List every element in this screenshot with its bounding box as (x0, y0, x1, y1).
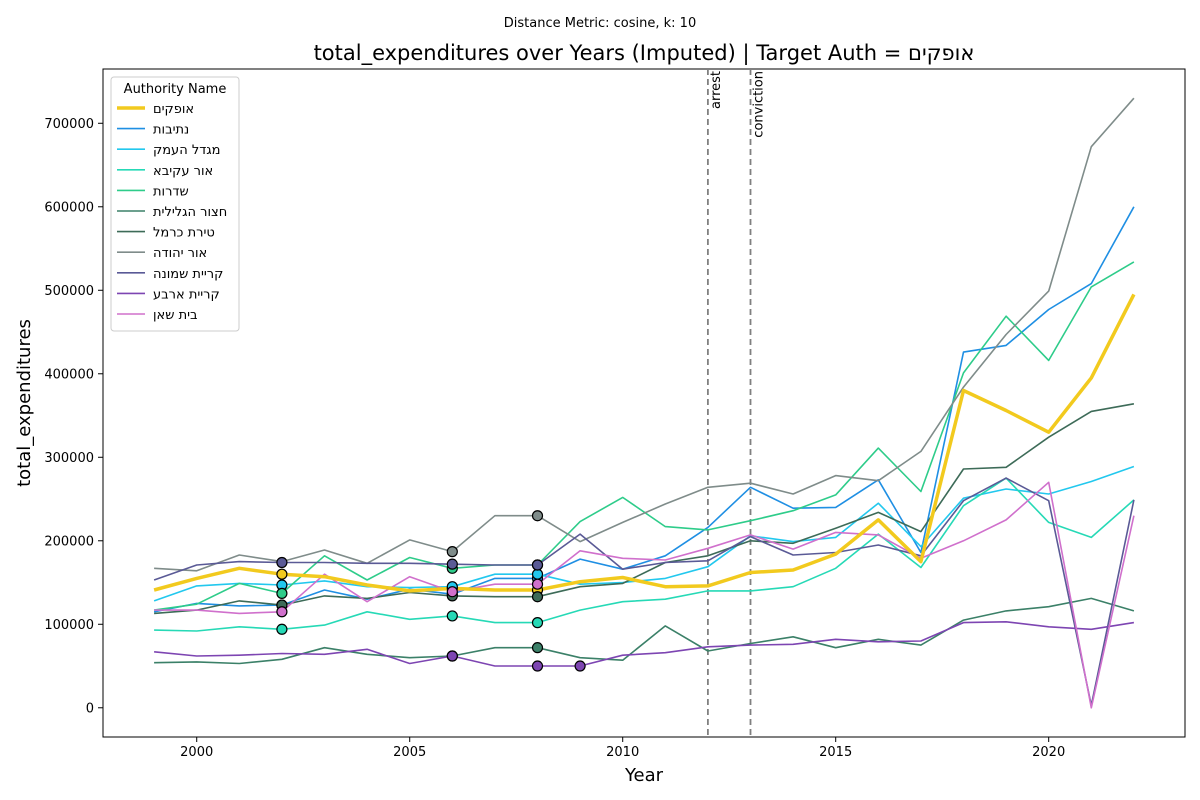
imputed-point-6 (531, 591, 544, 603)
chart-suptitle: Distance Metric: cosine, k: 10 (504, 16, 696, 31)
event-label-conviction: conviction (751, 71, 766, 138)
imputed-point-9 (531, 660, 544, 672)
imputed-point-2 (531, 568, 544, 580)
legend-label: אופקים (153, 102, 194, 117)
y-tick-label: 200000 (44, 534, 94, 549)
series-line-7 (154, 97, 1135, 572)
legend-title: Authority Name (124, 82, 227, 97)
legend-box (110, 76, 240, 332)
imputed-point-5 (531, 642, 544, 654)
imputed-point-7 (446, 546, 458, 558)
series-line-9 (154, 620, 1135, 667)
series-line-10 (154, 481, 1135, 709)
imputed-point-0 (276, 568, 288, 580)
legend: Authority Name אופקים נתיבות מגדל העמק אור … (110, 76, 240, 332)
series-line-8 (153, 477, 1135, 707)
x-axis-title: Year (624, 765, 664, 786)
y-tick-label: 700000 (44, 117, 94, 132)
series-line-1 (153, 206, 1135, 613)
axes-frame (102, 68, 1186, 738)
legend-label: חצור הגלילית (153, 205, 227, 220)
imputed-point-8 (276, 556, 288, 569)
series-line-3 (154, 477, 1135, 632)
y-tick-label: 600000 (44, 200, 94, 215)
x-tick-label: 2020 (1032, 745, 1065, 760)
legend-label: קריית שמונה (153, 267, 223, 282)
chart-title: total_expenditures over Years (Imputed) … (314, 41, 975, 66)
imputed-point-8 (446, 558, 458, 570)
legend-label: אור עקיבא (153, 164, 213, 179)
imputed-point-4 (276, 587, 288, 599)
imputed-point-3 (446, 610, 458, 622)
x-tick-label: 2005 (393, 745, 426, 760)
legend-label: נתיבות (153, 123, 189, 138)
imputed-point-9 (574, 660, 586, 672)
series-line-5 (154, 597, 1135, 665)
x-tick-label: 2010 (606, 745, 639, 760)
y-tick-label: 0 (86, 701, 94, 716)
y-tick-label: 100000 (44, 618, 94, 633)
imputed-point-3 (531, 617, 544, 629)
imputed-point-8 (531, 559, 544, 571)
x-tick-label: 2000 (180, 745, 213, 760)
y-tick-label: 500000 (44, 284, 94, 299)
y-tick-label: 300000 (44, 451, 94, 466)
y-axis-title: total_expenditures (14, 319, 35, 487)
legend-label: קריית ארבע (153, 287, 220, 302)
imputed-point-10 (446, 586, 458, 598)
event-label-arrest: arrest (709, 71, 724, 109)
series-line-0 (153, 293, 1136, 593)
imputed-point-9 (446, 650, 458, 662)
imputed-point-3 (276, 623, 288, 635)
x-tick-label: 2015 (819, 745, 852, 760)
legend-label: מגדל העמק (153, 143, 221, 158)
legend-label: טירת כרמל (153, 226, 215, 241)
legend-label: בית שאן (153, 308, 198, 323)
imputed-point-10 (276, 606, 288, 618)
legend-label: שדרות (153, 184, 189, 199)
legend-label: אור יהודה (153, 246, 207, 261)
imputed-point-10 (531, 578, 544, 590)
y-tick-label: 400000 (44, 367, 94, 382)
legend-items: אופקים נתיבות מגדל העמק אור עקיבא שדרות חצור … (117, 102, 227, 323)
series-line-6 (154, 403, 1135, 615)
imputed-point-7 (531, 510, 544, 522)
plot-area: 2000 2005 2010 2015 2020 0 100000 200000 300000 4… (44, 68, 1186, 760)
